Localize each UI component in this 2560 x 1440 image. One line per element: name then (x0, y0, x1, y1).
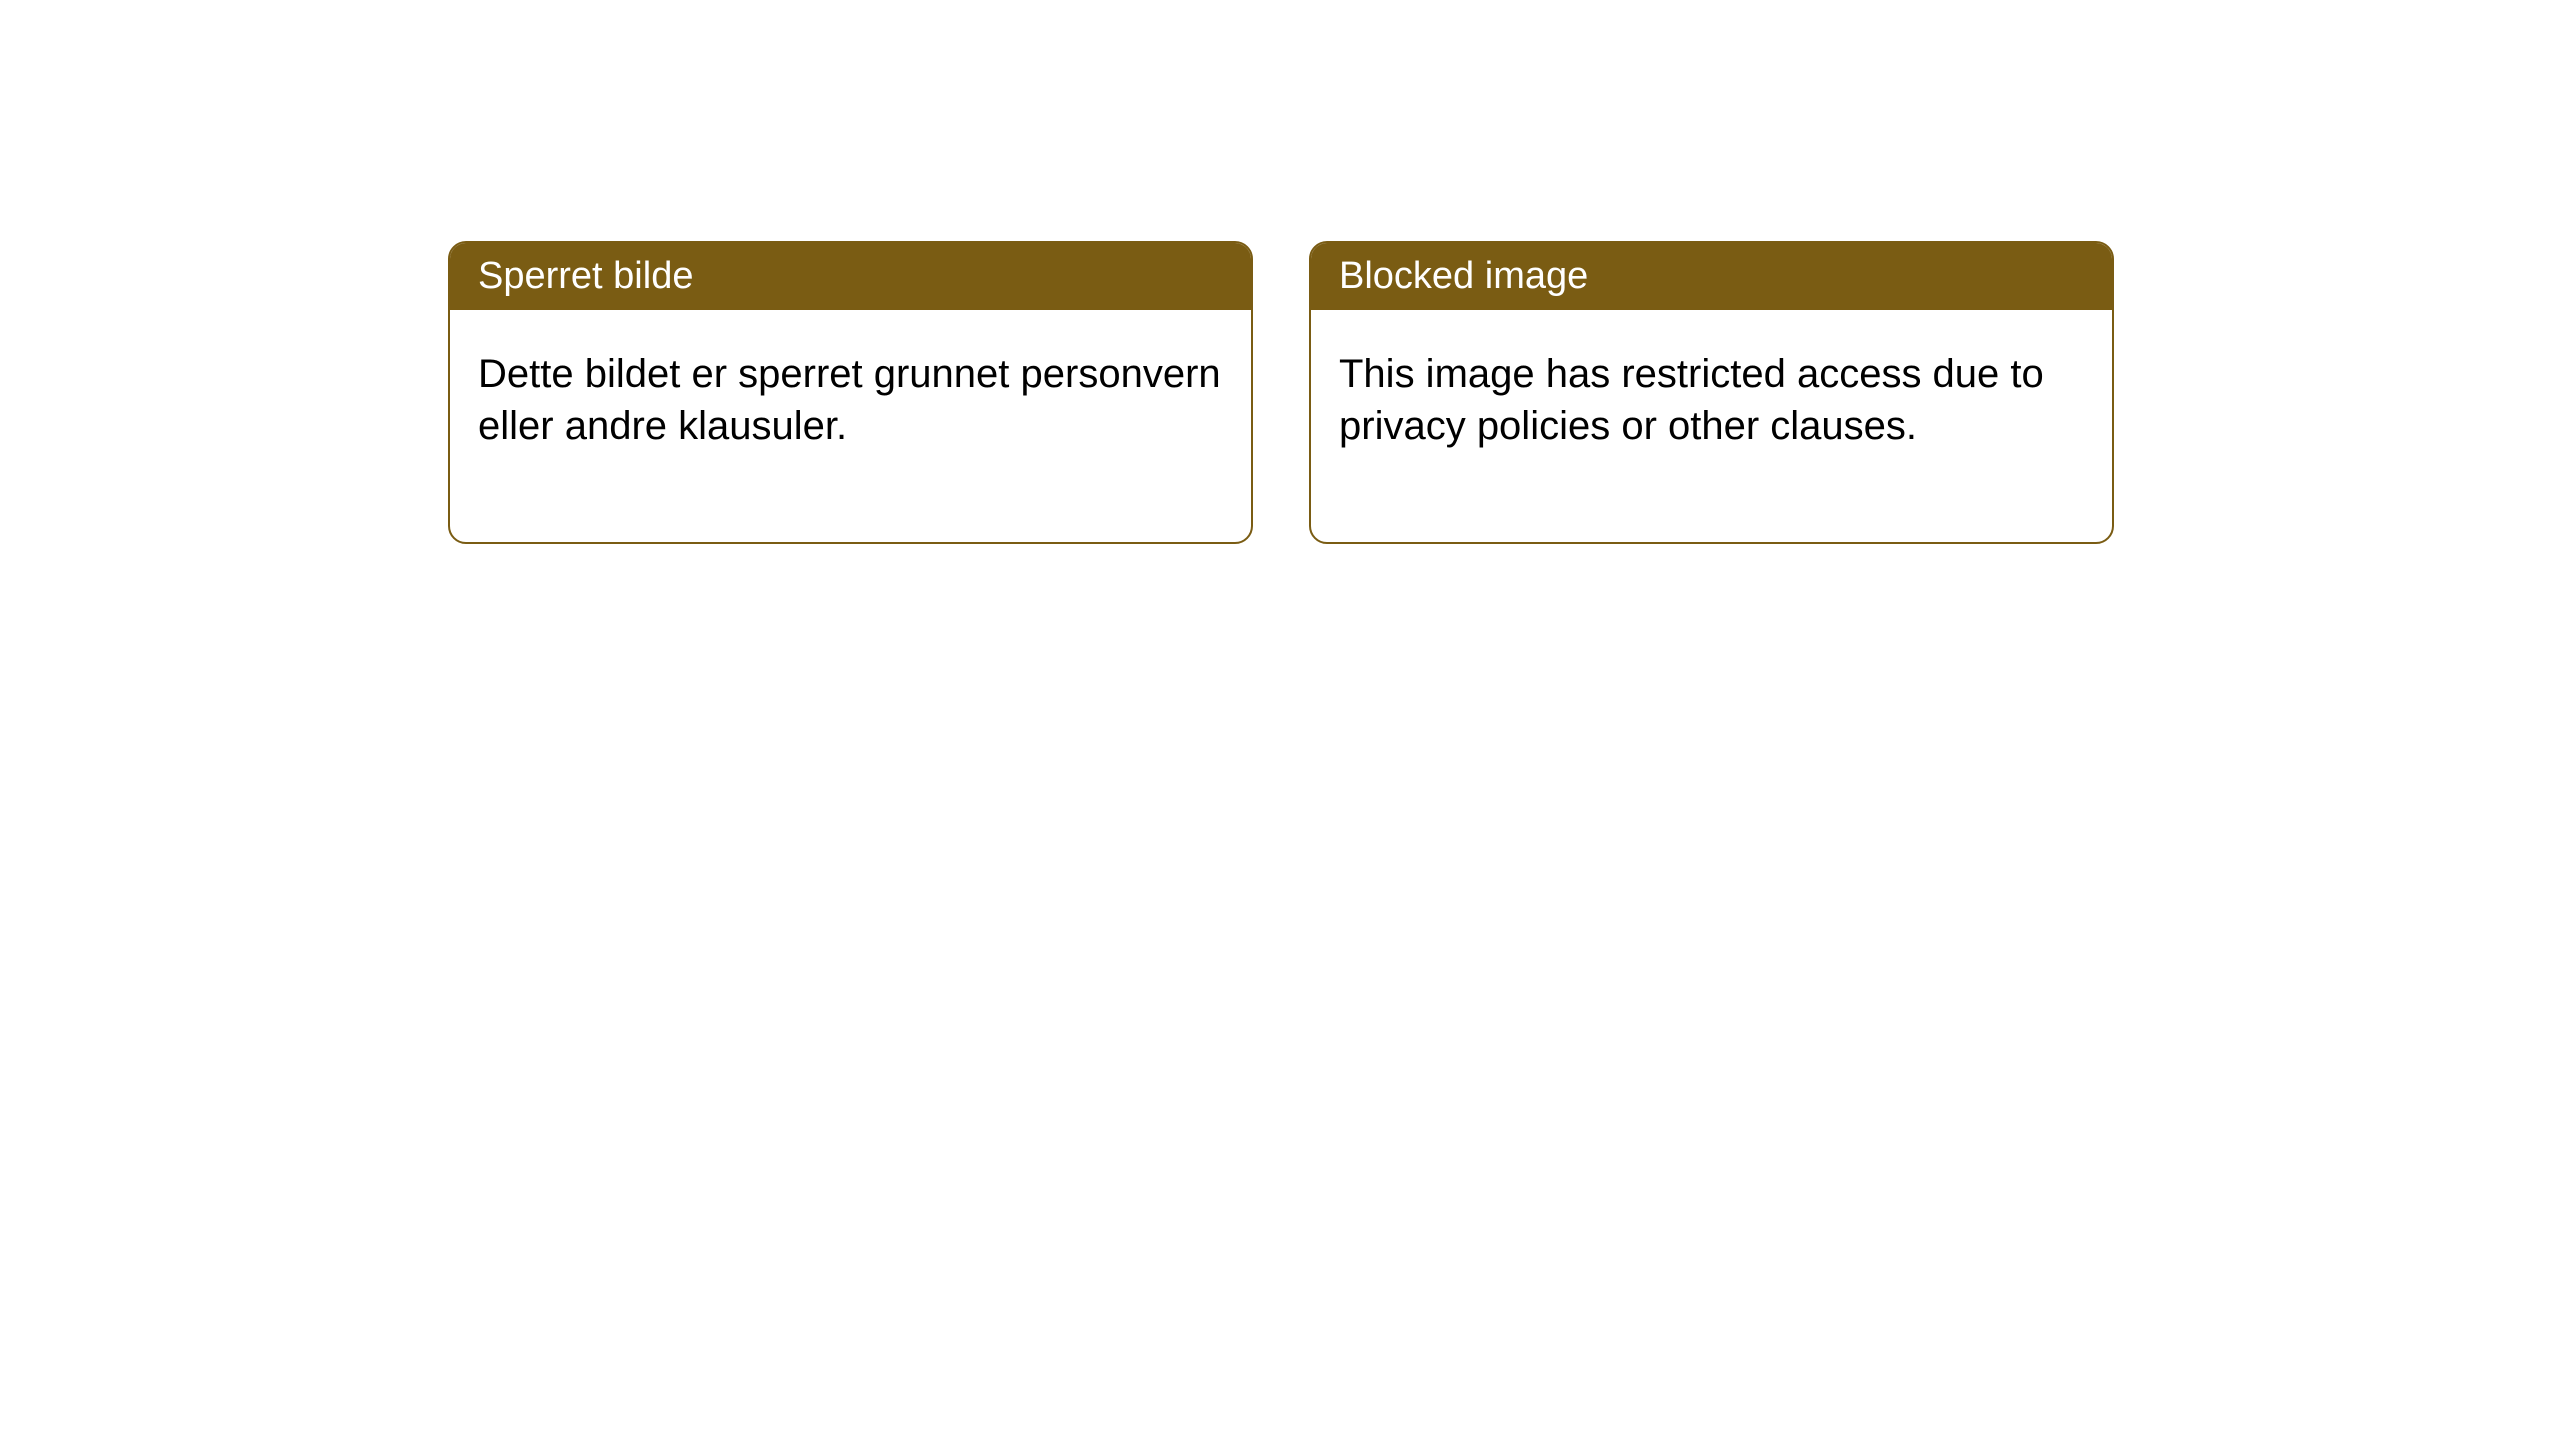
notice-container: Sperret bilde Dette bildet er sperret gr… (448, 241, 2114, 544)
notice-header: Blocked image (1311, 243, 2112, 310)
notice-body: This image has restricted access due to … (1311, 310, 2112, 542)
notice-card-norwegian: Sperret bilde Dette bildet er sperret gr… (448, 241, 1253, 544)
notice-card-english: Blocked image This image has restricted … (1309, 241, 2114, 544)
notice-header: Sperret bilde (450, 243, 1251, 310)
notice-body: Dette bildet er sperret grunnet personve… (450, 310, 1251, 542)
